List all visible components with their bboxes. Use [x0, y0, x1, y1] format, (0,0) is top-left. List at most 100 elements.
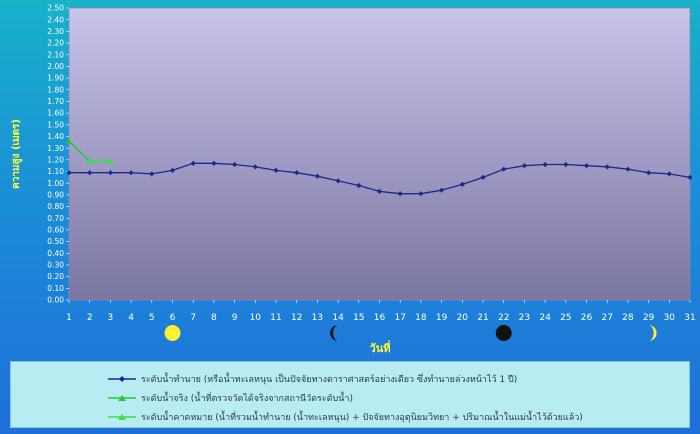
- x-tick-label: 9: [232, 313, 238, 323]
- y-tick-label: 0.30: [47, 261, 64, 270]
- data-point: [149, 171, 155, 177]
- y-tick-label: 2.40: [47, 15, 64, 24]
- legend-item-expected: ระดับน้ำคาดหมาย (น้ำที่รวมน้ำทำนาย (น้ำท…: [107, 408, 583, 426]
- data-point: [211, 160, 217, 166]
- data-point: [335, 178, 341, 184]
- data-point: [87, 170, 93, 176]
- legend-item-actual: ระดับน้ำจริง (น้ำที่ตรวจวัดได้จริงจากสถา…: [107, 389, 353, 407]
- x-tick-label: 7: [190, 313, 196, 323]
- y-tick-label: 2.10: [47, 50, 64, 59]
- y-tick-label: 2.30: [47, 27, 64, 36]
- full-moon-icon: [164, 325, 181, 341]
- x-tick-label: 29: [643, 313, 655, 323]
- data-point: [480, 174, 486, 180]
- x-tick-label: 18: [415, 313, 427, 323]
- y-tick-label: 0.80: [47, 202, 64, 211]
- data-point: [169, 167, 176, 173]
- data-point: [439, 187, 445, 193]
- data-point: [273, 167, 279, 173]
- y-tick-label: 0.00: [47, 296, 64, 305]
- y-axis: 0.00 0.10 0.20 0.30 0.40 0.50 0.60 0.70 0.80 0.90…: [47, 4, 69, 305]
- x-tick-label: 27: [601, 313, 612, 323]
- legend-label-expected: ระดับน้ำคาดหมาย (น้ำที่รวมน้ำทำนาย (น้ำท…: [141, 413, 583, 423]
- data-point: [418, 191, 424, 197]
- data-point: [376, 188, 383, 194]
- y-tick-label: 1.30: [47, 144, 64, 153]
- x-tick-label: 28: [622, 313, 634, 323]
- y-tick-label: 2.20: [47, 39, 64, 48]
- x-tick-label: 20: [457, 313, 469, 323]
- y-tick-label: 0.20: [47, 272, 64, 281]
- x-tick-label: 15: [353, 313, 364, 323]
- x-tick-label: 5: [149, 313, 155, 323]
- data-point: [86, 158, 93, 164]
- x-axis-label: วันที่: [370, 340, 391, 355]
- x-tick-label: 14: [332, 313, 344, 323]
- x-tick-label: 26: [581, 313, 593, 323]
- waxing-crescent-icon: [648, 325, 657, 341]
- y-tick-label: 0.50: [47, 237, 64, 246]
- x-tick-label: 11: [270, 313, 281, 323]
- y-tick-label: 1.50: [47, 120, 64, 129]
- y-axis-label: ความสูง (เมตร): [11, 119, 23, 189]
- data-point: [521, 163, 527, 169]
- x-tick-label: 2: [87, 313, 93, 323]
- y-tick-label: 2.00: [47, 62, 64, 71]
- x-tick-label: 30: [664, 313, 676, 323]
- x-axis: 1 2 3 4 5 6 7 8 9 10 11 12 13 14 15 16 17 18 19 20 21 22 23 24 2…: [66, 300, 696, 323]
- data-point: [294, 170, 300, 176]
- plot-area: [68, 7, 691, 301]
- y-tick-label: 1.80: [47, 85, 64, 94]
- x-tick-label: 22: [498, 313, 509, 323]
- x-tick-label: 13: [312, 313, 323, 323]
- y-tick-label: 1.40: [47, 132, 64, 141]
- legend-label-actual: ระดับน้ำจริง (น้ำที่ตรวจวัดได้จริงจากสถา…: [141, 394, 353, 404]
- data-point: [66, 170, 72, 176]
- data-point: [356, 182, 362, 189]
- legend: ระดับน้ำทำนาย (หรือน้ำทะเลหนุน เป็นปัจจั…: [10, 361, 690, 428]
- data-point: [687, 174, 693, 180]
- x-tick-label: 8: [211, 313, 217, 323]
- y-tick-label: 2.50: [47, 4, 64, 13]
- x-tick-label: 21: [477, 313, 488, 323]
- x-tick-label: 3: [108, 313, 114, 323]
- legend-marker-expected: [108, 414, 136, 420]
- y-tick-label: 1.70: [47, 97, 64, 106]
- waning-crescent-icon: [330, 325, 339, 341]
- y-tick-label: 0.60: [47, 226, 64, 235]
- x-tick-label: 6: [170, 313, 176, 323]
- x-tick-label: 24: [539, 313, 551, 323]
- x-tick-label: 23: [519, 313, 530, 323]
- y-tick-label: 1.60: [47, 109, 64, 118]
- legend-item-predicted: ระดับน้ำทำนาย (หรือน้ำทะเลหนุน เป็นปัจจั…: [107, 370, 517, 388]
- x-tick-label: 1: [66, 313, 72, 323]
- data-point: [397, 191, 403, 197]
- y-tick-label: 0.70: [47, 214, 64, 223]
- data-point: [107, 170, 113, 176]
- new-moon-icon: [495, 325, 512, 341]
- y-tick-label: 1.10: [47, 167, 64, 176]
- x-tick-label: 25: [560, 313, 571, 323]
- y-tick-label: 1.90: [47, 74, 64, 83]
- data-point: [542, 161, 548, 168]
- y-tick-label: 1.00: [47, 179, 64, 188]
- data-point: [666, 171, 672, 177]
- data-point: [128, 170, 134, 176]
- data-point: [107, 158, 114, 164]
- data-point: [646, 170, 652, 176]
- data-point: [563, 161, 569, 168]
- y-tick-label: 1.20: [47, 155, 64, 164]
- x-tick-label: 16: [374, 313, 386, 323]
- data-point: [501, 166, 507, 172]
- series-layer: [65, 138, 693, 197]
- data-point: [252, 164, 258, 170]
- x-tick-label: 12: [291, 313, 302, 323]
- data-point: [65, 138, 73, 144]
- data-point: [459, 181, 465, 187]
- x-tick-label: 17: [394, 313, 405, 323]
- data-point: [232, 161, 238, 168]
- x-tick-label: 31: [684, 313, 695, 323]
- data-point: [604, 164, 610, 170]
- chart: 0.00 0.10 0.20 0.30 0.40 0.50 0.60 0.70 0.80 0.90…: [11, 4, 696, 355]
